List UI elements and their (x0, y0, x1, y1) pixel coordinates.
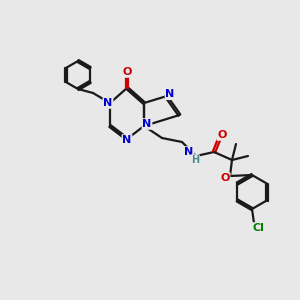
Text: N: N (166, 89, 175, 99)
Text: N: N (184, 147, 194, 157)
Text: N: N (103, 98, 112, 108)
Text: H: H (191, 155, 199, 165)
Text: O: O (220, 173, 230, 183)
Text: Cl: Cl (252, 223, 264, 233)
Text: O: O (217, 130, 227, 140)
Text: N: N (122, 135, 132, 145)
Text: N: N (142, 119, 152, 129)
Text: O: O (122, 67, 132, 77)
